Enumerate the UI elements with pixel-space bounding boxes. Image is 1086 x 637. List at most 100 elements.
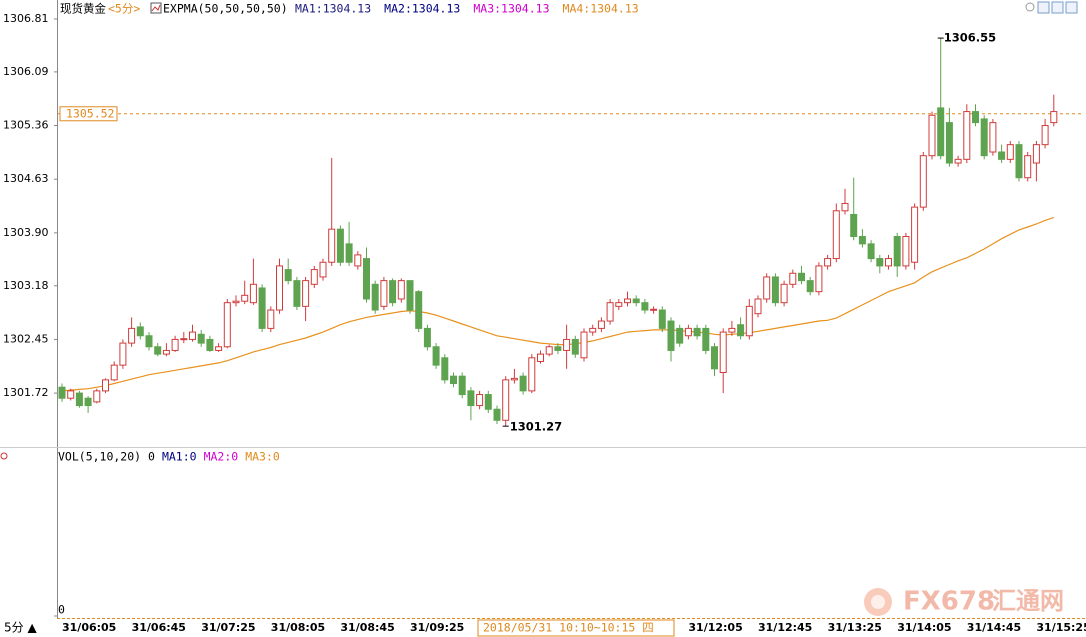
candle-body <box>432 346 440 366</box>
candle-body <box>519 375 527 392</box>
period-label: <5分> <box>108 2 140 16</box>
watermark-logo-inner <box>871 595 885 609</box>
candle-body <box>632 298 640 304</box>
candle-body <box>545 346 553 355</box>
candle-body <box>232 300 240 304</box>
candle-body <box>624 298 631 304</box>
candle-body <box>171 338 179 351</box>
candle-body <box>441 357 449 381</box>
candle-body <box>615 302 623 307</box>
candle-body <box>241 294 249 302</box>
candle-body <box>450 375 457 385</box>
candle-body <box>145 335 153 348</box>
candle-body <box>667 320 675 351</box>
y-tick-label: 1304.63 <box>3 172 49 185</box>
candle-body <box>980 118 988 157</box>
candle-body <box>467 390 475 407</box>
candle-body <box>363 258 370 300</box>
x-tick-label: 31/12:45 <box>758 621 812 634</box>
candle-body <box>841 202 849 212</box>
candle-body <box>806 280 814 293</box>
candle-body <box>998 151 1006 160</box>
candle-body <box>223 302 231 348</box>
candle-body <box>597 320 605 329</box>
candle-body <box>563 338 571 351</box>
candle-body <box>824 258 832 267</box>
candle-body <box>136 326 144 337</box>
volume-legend-item: MA1:0 <box>162 450 197 464</box>
candle-body <box>737 324 745 337</box>
x-tick-label: 31/06:05 <box>62 621 116 634</box>
candle-body <box>1041 125 1049 146</box>
candle-body <box>641 302 649 311</box>
candle-body <box>128 327 136 344</box>
candle-body <box>798 272 805 282</box>
candle-body <box>180 338 188 341</box>
candle-body <box>206 338 214 351</box>
candle-body <box>850 213 858 238</box>
candle-body <box>693 327 701 337</box>
candle-body <box>676 327 684 344</box>
candle-body <box>162 349 170 355</box>
candle-body <box>989 122 997 153</box>
button-layout[interactable] <box>1037 1 1050 14</box>
ma-label: MA1:1304.13 <box>295 2 371 16</box>
candle-body <box>789 272 797 285</box>
candle-body <box>93 390 101 403</box>
candle-body <box>928 114 936 157</box>
candle-body <box>345 243 353 263</box>
ma-label: MA3:1304.13 <box>473 2 549 16</box>
candle-body <box>911 206 919 263</box>
candle-body <box>571 338 579 355</box>
period-button[interactable]: 5分 ▲ <box>4 621 37 635</box>
candle-body <box>893 236 901 267</box>
candle-body <box>719 331 727 374</box>
indicator-icon-line <box>151 4 161 12</box>
ma-label: MA4:1304.13 <box>563 2 639 16</box>
candle-body <box>876 258 884 267</box>
candle-body <box>954 158 962 164</box>
candle-body <box>415 291 423 329</box>
y-tick-label: 1306.09 <box>3 65 49 78</box>
candle-body <box>1015 144 1023 179</box>
watermark-text: FX678 <box>903 587 995 617</box>
candle-body <box>1032 144 1040 164</box>
x-tick-label: 31/15:25 <box>1036 621 1086 634</box>
candle-body <box>754 298 762 315</box>
x-tick-label: 31/08:05 <box>271 621 325 634</box>
candle-body <box>919 155 927 208</box>
x-tick-label: 31/14:45 <box>967 621 1021 634</box>
candle-body <box>110 364 118 381</box>
low-annotation: 1301.27 <box>510 420 562 434</box>
candle-body <box>1006 144 1014 160</box>
candle-body <box>493 408 501 421</box>
candle-body <box>537 353 544 362</box>
high-annotation: 1306.55 <box>944 31 996 45</box>
button-window[interactable] <box>1051 1 1064 14</box>
candle-body <box>328 228 336 263</box>
candle-body <box>815 265 823 293</box>
candle-body <box>1024 155 1032 179</box>
x-tick-label: 31/12:05 <box>688 621 742 634</box>
candle-body <box>354 254 362 267</box>
volume-icon[interactable] <box>0 452 8 460</box>
refresh-icon[interactable] <box>1025 2 1035 12</box>
candle-body <box>902 236 910 267</box>
candle-body <box>650 308 658 311</box>
y-tick-label: 1301.72 <box>3 386 49 399</box>
candle-body <box>858 236 866 245</box>
candle-body <box>302 280 310 307</box>
crosshair-box <box>477 619 675 637</box>
x-tick-label: 31/14:05 <box>897 621 951 634</box>
x-tick-label: 31/06:45 <box>132 621 186 634</box>
ma-labels: MA1:1304.13 MA2:1304.13 MA3:1304.13 MA4:130… <box>295 2 639 16</box>
button-settings[interactable] <box>1065 1 1078 14</box>
candle-body <box>249 283 257 304</box>
volume-tick-label: 0 <box>58 603 65 617</box>
candle-body <box>276 265 283 311</box>
indicator-icon[interactable] <box>150 2 162 14</box>
candle-body <box>75 392 83 407</box>
crosshair-label: 2018/05/31 10:10~10:15 四 <box>483 621 654 635</box>
candle-body <box>711 346 718 370</box>
candle-body <box>397 280 405 300</box>
